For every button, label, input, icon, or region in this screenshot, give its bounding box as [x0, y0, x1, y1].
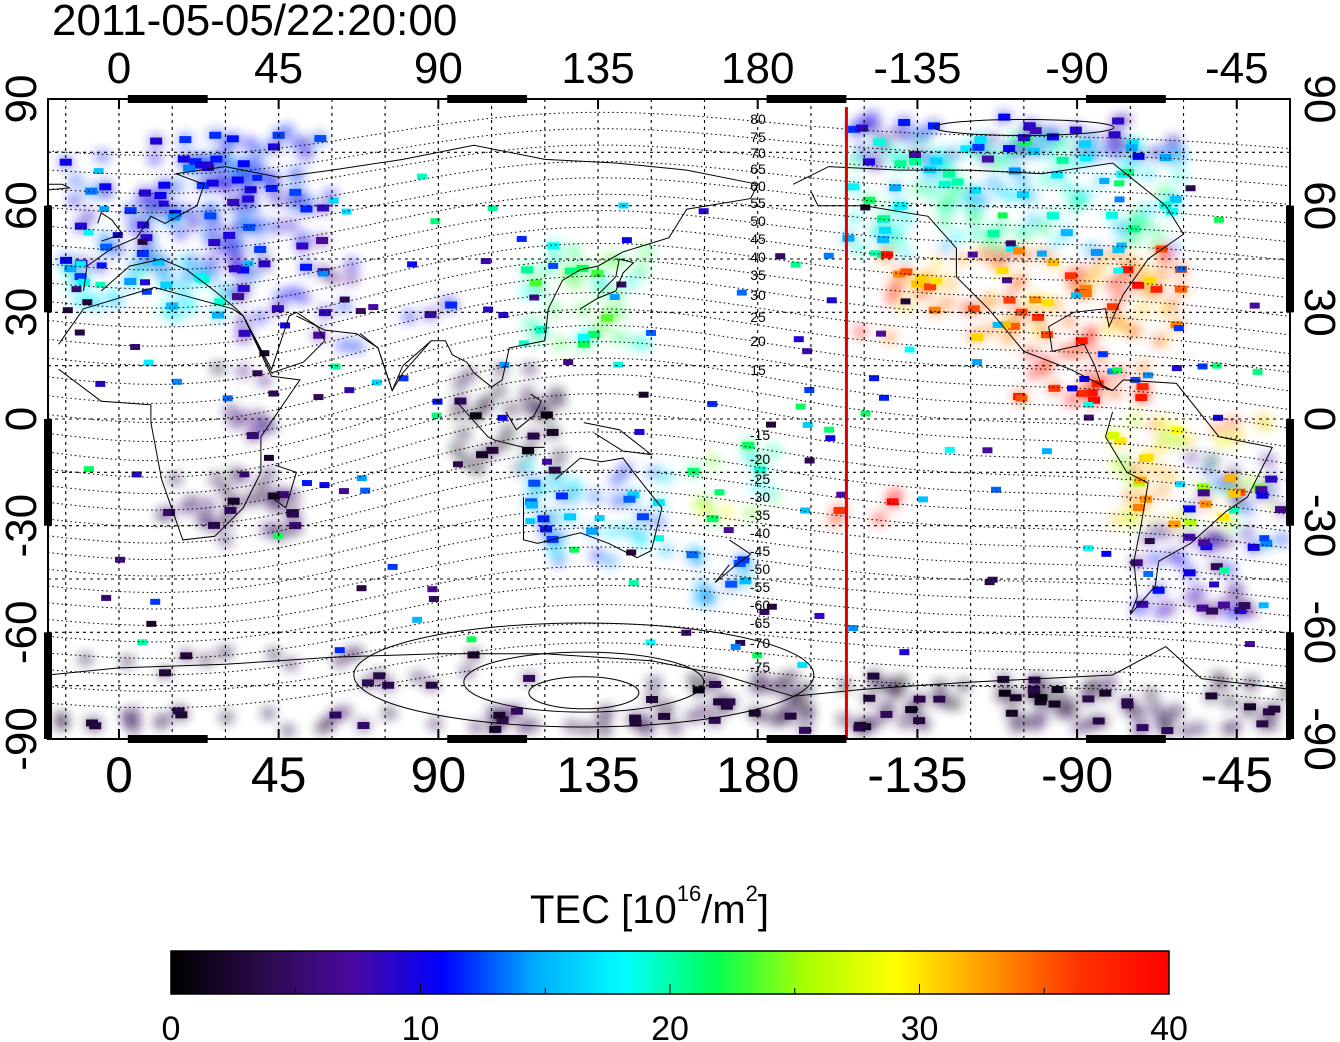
coastlines [48, 134, 1290, 697]
y-tick-right: 60 [1295, 181, 1340, 230]
contour-label: 15 [750, 362, 766, 378]
y-tick-right: 90 [1295, 75, 1340, 124]
x-tick-bottom: 90 [411, 747, 467, 803]
y-tick-right: -30 [1295, 494, 1340, 558]
x-tick-bottom: -90 [1041, 747, 1113, 803]
y-tick-left: -90 [0, 707, 46, 771]
contour-label: -70 [750, 635, 770, 651]
x-tick-bottom: 135 [556, 747, 639, 803]
contour-label: 60 [750, 178, 766, 194]
contour-label: -60 [750, 597, 770, 613]
y-tick-right: -90 [1295, 707, 1340, 771]
x-tick-bottom: -45 [1201, 747, 1273, 803]
y-tick-right: -60 [1295, 601, 1340, 665]
x-tick-top: -45 [1205, 44, 1269, 93]
contour-label: -20 [750, 451, 770, 467]
x-tick-top: -135 [873, 44, 961, 93]
y-tick-right: 0 [1295, 407, 1340, 431]
x-tick-top: -90 [1045, 44, 1109, 93]
contour-label: 40 [750, 249, 766, 265]
x-tick-top: 0 [107, 44, 131, 93]
contour-label: 70 [750, 145, 766, 161]
y-tick-left: 90 [0, 75, 46, 124]
x-tick-top: 90 [414, 44, 463, 93]
contour-label: 45 [750, 231, 766, 247]
y-tick-left: -30 [0, 494, 46, 558]
contour-label: -65 [750, 615, 770, 631]
contour-label: 50 [750, 213, 766, 229]
contour-label: -35 [750, 507, 770, 523]
dip-latitude-contours [48, 111, 1290, 728]
contour-label: -75 [750, 659, 770, 675]
x-tick-top: 45 [254, 44, 303, 93]
contour-label: 25 [750, 309, 766, 325]
y-tick-left: 30 [0, 288, 46, 337]
contour-label: -40 [750, 525, 770, 541]
y-tick-left: -60 [0, 601, 46, 665]
contour-label: 20 [750, 333, 766, 349]
contour-label: -55 [750, 579, 770, 595]
contour-label: -50 [750, 561, 770, 577]
tec-data-layer [56, 113, 1290, 736]
x-tick-top: 135 [561, 44, 634, 93]
x-tick-bottom: -135 [867, 747, 967, 803]
contour-label: 65 [750, 161, 766, 177]
contour-label: 30 [750, 287, 766, 303]
contour-label: -45 [750, 543, 770, 559]
y-tick-right: 30 [1295, 288, 1340, 337]
contour-label: 75 [750, 129, 766, 145]
contour-label: 80 [750, 111, 766, 127]
contour-label: 55 [750, 195, 766, 211]
map-axes: 0045459090135135180180-135-135-90-90-45-… [0, 44, 1340, 803]
contour-label: -30 [750, 489, 770, 505]
map-title: 2011-05-05/22:20:00 [52, 0, 458, 45]
contour-label: -25 [750, 471, 770, 487]
x-tick-bottom: 0 [105, 747, 133, 803]
colorbar-title: TEC [1016/m2] [530, 881, 770, 933]
y-tick-left: 60 [0, 181, 46, 230]
contour-label: -15 [750, 427, 770, 443]
y-tick-left: 0 [0, 407, 46, 431]
graticule [48, 99, 1290, 739]
x-tick-top: 180 [721, 44, 794, 93]
x-tick-bottom: 180 [716, 747, 799, 803]
contour-label: 35 [750, 267, 766, 283]
x-tick-bottom: 45 [251, 747, 307, 803]
